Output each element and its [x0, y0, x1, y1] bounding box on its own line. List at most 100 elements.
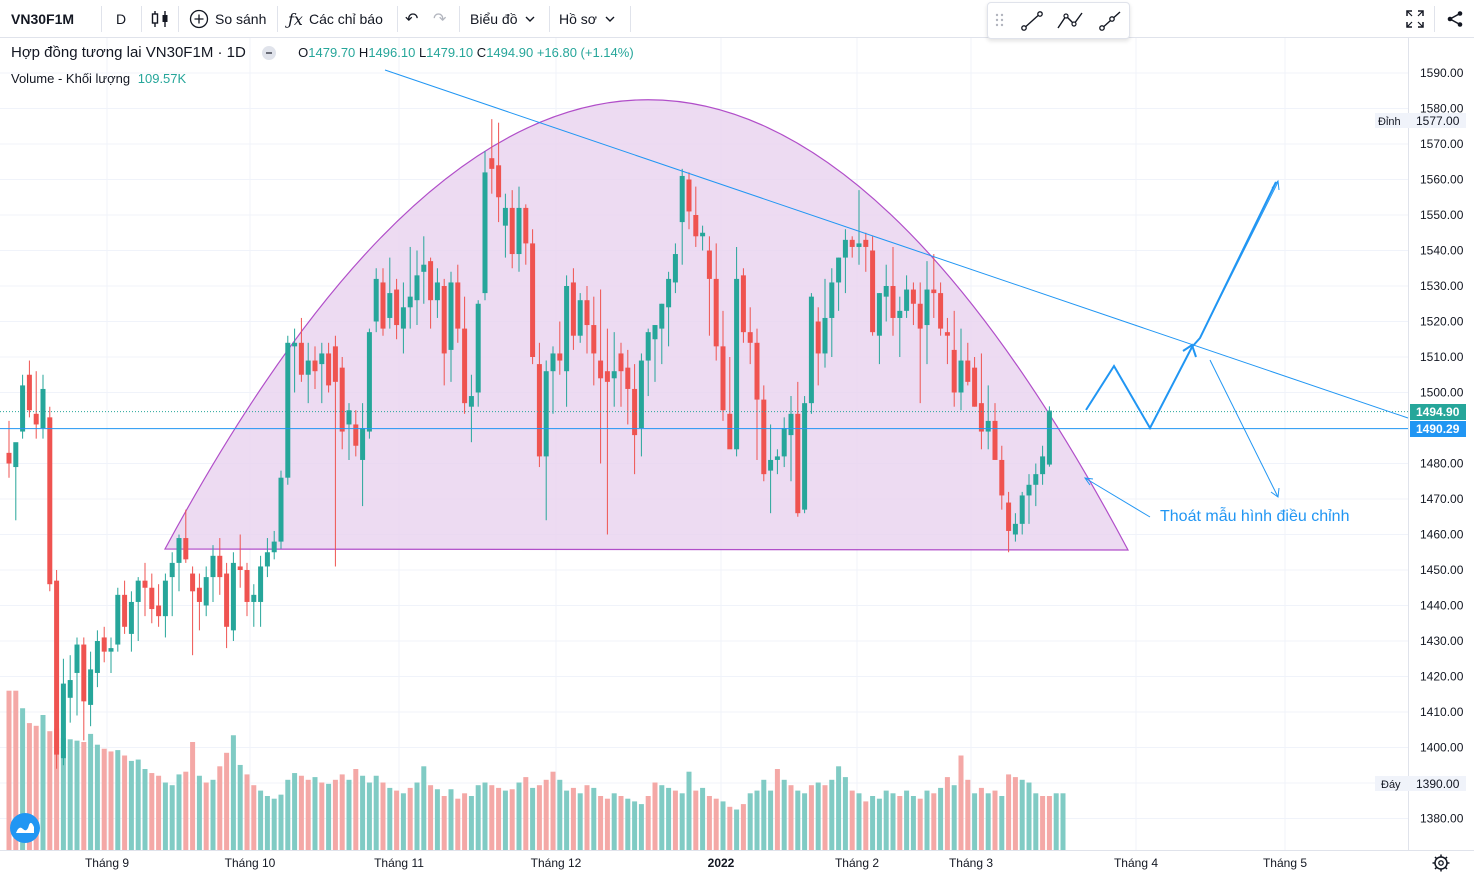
- volume-series: [6, 690, 1066, 850]
- candle: [380, 268, 386, 336]
- indicators-button[interactable]: ƒx Các chỉ báo: [288, 0, 383, 38]
- chart-menu-button[interactable]: Biểu đồ: [470, 0, 535, 38]
- volume-bar: [584, 785, 590, 850]
- compare-button[interactable]: So sánh: [189, 0, 266, 38]
- volume-bar: [951, 785, 957, 850]
- toolbar-divider: [549, 6, 550, 32]
- line-price-tag: 1490.29: [1410, 421, 1466, 437]
- candle-body: [781, 428, 787, 457]
- candle-body: [421, 264, 427, 272]
- path-tool-icon[interactable]: [1057, 12, 1083, 29]
- candle: [1026, 474, 1032, 524]
- candle-body: [115, 594, 121, 645]
- candle-body: [740, 275, 746, 333]
- volume-bar: [264, 796, 270, 850]
- volume-bar: [394, 790, 400, 850]
- candle: [142, 562, 148, 617]
- time-axis: Tháng 9 Tháng 10 Tháng 11 Tháng 12 2022 Tháng…: [85, 856, 1307, 870]
- volume-bar: [278, 794, 284, 850]
- candle-body: [1033, 474, 1039, 485]
- volume-bar: [652, 782, 658, 850]
- candle-body: [6, 452, 12, 464]
- candle-body: [400, 307, 406, 329]
- candle: [54, 570, 60, 769]
- last-price-tag: 1494.90: [1410, 404, 1466, 420]
- candle: [502, 193, 508, 258]
- symbol-search[interactable]: VN30F1M: [11, 0, 74, 38]
- fx-icon: ƒx: [288, 9, 303, 29]
- candle: [931, 254, 937, 318]
- volume-bar: [292, 773, 298, 850]
- pattern-annotation: Thoát mẫu hình điều chỉnh: [1160, 506, 1349, 525]
- candle-body: [516, 207, 522, 255]
- candle-body: [598, 360, 604, 379]
- candle: [543, 360, 549, 521]
- ray-tool-icon[interactable]: [1099, 11, 1121, 31]
- candle: [1019, 491, 1025, 535]
- candle: [849, 236, 855, 258]
- candle-body: [836, 257, 842, 283]
- candle-body: [428, 261, 434, 301]
- time-tick-label: Tháng 4: [1114, 856, 1158, 870]
- trend-line-tool-icon[interactable]: [1021, 11, 1043, 31]
- volume-bar: [781, 779, 787, 850]
- candle: [292, 328, 298, 393]
- volume-bar: [339, 774, 345, 850]
- candle-body: [271, 541, 277, 553]
- projection-arrow-down: [1209, 359, 1279, 498]
- candle: [652, 325, 658, 382]
- volume-bar: [672, 790, 678, 850]
- candle-body: [190, 573, 196, 592]
- peak-value: 1577.00: [1416, 114, 1460, 128]
- profile-menu-button[interactable]: Hồ sơ: [559, 0, 615, 38]
- candle: [802, 396, 808, 514]
- candle: [536, 342, 542, 468]
- candle-body: [13, 442, 19, 468]
- volume-bar: [1019, 779, 1025, 850]
- volume-bar: [747, 793, 753, 850]
- candle: [1012, 513, 1018, 542]
- candle: [883, 264, 889, 322]
- settings-gear-icon[interactable]: [1432, 854, 1450, 872]
- bottom-label: Đáy: [1381, 779, 1401, 791]
- candle-body: [550, 353, 556, 372]
- share-icon[interactable]: [1446, 0, 1464, 38]
- volume-bar: [353, 769, 359, 850]
- candle: [965, 342, 971, 386]
- interval-button[interactable]: D: [116, 0, 126, 38]
- tradingview-logo-icon[interactable]: [10, 813, 40, 843]
- price-tick-label: 1430.00: [1420, 634, 1464, 648]
- collapse-legend-icon[interactable]: [262, 46, 276, 61]
- open-label: O: [298, 45, 309, 60]
- volume-bar: [870, 796, 876, 850]
- toolbar-divider: [178, 6, 179, 32]
- undo-icon[interactable]: ↶: [405, 11, 419, 28]
- price-chart[interactable]: Thoát mẫu hình điều chỉnh 1590.00 1580.00…: [0, 38, 1474, 879]
- fullscreen-icon[interactable]: [1406, 0, 1424, 38]
- price-tick-label: 1500.00: [1420, 386, 1464, 400]
- volume-bar: [720, 801, 726, 850]
- candle-body: [489, 158, 495, 169]
- candle-body: [169, 562, 175, 578]
- candle: [196, 573, 202, 631]
- candle-body: [462, 328, 468, 404]
- candle: [434, 268, 440, 318]
- candle: [360, 403, 366, 507]
- volume-bar: [897, 796, 903, 850]
- volume-bar: [931, 793, 937, 850]
- volume-bar: [645, 796, 651, 850]
- chart-type-button[interactable]: [151, 0, 169, 38]
- candle: [530, 229, 536, 365]
- candle-body: [625, 367, 631, 389]
- candle: [67, 655, 73, 723]
- redo-icon[interactable]: ↷: [433, 11, 447, 28]
- candle-body: [332, 346, 338, 382]
- candle: [618, 342, 624, 407]
- volume-bar: [1012, 777, 1018, 850]
- volume-bar: [135, 759, 141, 850]
- change-value: +16.80 (+1.14%): [536, 45, 634, 60]
- drag-handle-icon[interactable]: [995, 13, 1004, 27]
- candle: [842, 229, 848, 294]
- volume-bar: [475, 785, 481, 850]
- volume-bar: [557, 779, 563, 850]
